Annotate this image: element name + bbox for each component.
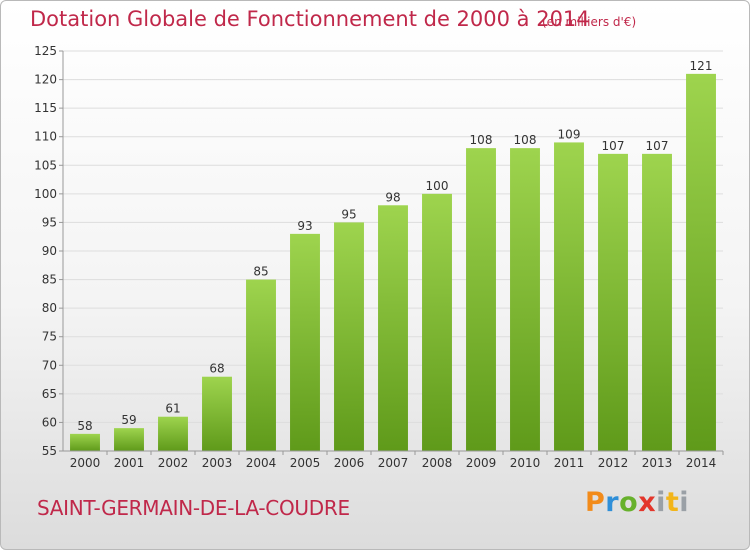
y-tick-label: 120 bbox=[34, 73, 57, 87]
x-tick-label: 2010 bbox=[510, 456, 541, 470]
x-tick-label: 2003 bbox=[202, 456, 233, 470]
bars: 58 59 61 68 85 93 95 98 100 108 108 109 107 107 121 bbox=[70, 59, 716, 451]
x-tick-label: 2009 bbox=[466, 456, 497, 470]
y-tick-label: 60 bbox=[42, 415, 57, 429]
logo-letter: x bbox=[638, 487, 657, 518]
y-axis: 55 60 65 70 75 80 85 90 95 100 105 110 115 120 125 bbox=[34, 44, 64, 458]
bar bbox=[686, 73, 716, 451]
bar-value-label: 107 bbox=[646, 139, 669, 153]
x-tick-label: 2002 bbox=[158, 456, 189, 470]
y-tick-label: 65 bbox=[42, 387, 57, 401]
bar-value-label: 85 bbox=[253, 265, 268, 279]
bar-value-label: 107 bbox=[602, 139, 625, 153]
logo-letter: o bbox=[619, 487, 639, 518]
bar-value-label: 108 bbox=[470, 133, 493, 147]
logo-letter: i bbox=[656, 487, 666, 518]
bar bbox=[510, 148, 540, 451]
bar bbox=[378, 205, 408, 451]
bar bbox=[158, 416, 188, 451]
bar bbox=[422, 193, 452, 451]
bar bbox=[466, 148, 496, 451]
y-tick-label: 55 bbox=[42, 444, 57, 458]
y-tick-label: 75 bbox=[42, 330, 57, 344]
x-tick-label: 2012 bbox=[598, 456, 629, 470]
bar bbox=[334, 222, 364, 451]
x-tick-label: 2000 bbox=[70, 456, 101, 470]
logo-letter: t bbox=[665, 487, 680, 518]
y-tick-label: 105 bbox=[34, 158, 57, 172]
bar-value-label: 93 bbox=[297, 219, 312, 233]
bar bbox=[246, 279, 276, 451]
bar-value-label: 61 bbox=[165, 402, 180, 416]
y-tick-label: 110 bbox=[34, 130, 57, 144]
x-tick-label: 2008 bbox=[422, 456, 453, 470]
bar bbox=[202, 376, 232, 451]
x-tick-label: 2004 bbox=[246, 456, 277, 470]
bar bbox=[598, 153, 628, 451]
bar-value-label: 108 bbox=[514, 133, 537, 147]
x-tick-label: 2014 bbox=[686, 456, 717, 470]
y-tick-label: 115 bbox=[34, 101, 57, 115]
bar bbox=[114, 428, 144, 451]
bar-value-label: 121 bbox=[690, 59, 713, 73]
y-tick-label: 125 bbox=[34, 44, 57, 58]
bar-value-label: 59 bbox=[121, 413, 136, 427]
y-tick-label: 70 bbox=[42, 358, 57, 372]
y-tick-label: 85 bbox=[42, 273, 57, 287]
bar bbox=[554, 142, 584, 451]
bar bbox=[642, 153, 672, 451]
bar-value-label: 95 bbox=[341, 207, 356, 221]
bar-value-label: 109 bbox=[558, 127, 581, 141]
x-tick-label: 2001 bbox=[114, 456, 145, 470]
proxiti-logo[interactable]: Proxiti bbox=[585, 487, 689, 518]
y-tick-label: 90 bbox=[42, 244, 57, 258]
chart-title: Dotation Globale de Fonctionnement de 20… bbox=[30, 7, 590, 31]
x-tick-label: 2011 bbox=[554, 456, 585, 470]
logo-letter: i bbox=[679, 487, 690, 518]
bar-value-label: 58 bbox=[77, 419, 92, 433]
y-tick-label: 80 bbox=[42, 301, 57, 315]
bar-value-label: 68 bbox=[209, 362, 224, 376]
x-axis: 2000 2001 2002 2003 2004 2005 2006 2007 2008 2009… bbox=[63, 450, 724, 470]
chart-unit: (en milliers d'€) bbox=[542, 15, 637, 29]
bar bbox=[290, 233, 320, 451]
x-tick-label: 2005 bbox=[290, 456, 321, 470]
bar-value-label: 98 bbox=[385, 190, 400, 204]
y-tick-label: 100 bbox=[34, 187, 57, 201]
x-tick-label: 2013 bbox=[642, 456, 673, 470]
commune-name: SAINT-GERMAIN-DE-LA-COUDRE bbox=[37, 496, 350, 520]
logo-letter: P bbox=[585, 487, 606, 518]
x-tick-label: 2007 bbox=[378, 456, 409, 470]
x-tick-label: 2006 bbox=[334, 456, 365, 470]
y-tick-label: 95 bbox=[42, 215, 57, 229]
logo-letter: r bbox=[605, 487, 620, 518]
bar-value-label: 100 bbox=[426, 179, 449, 193]
bar bbox=[70, 433, 100, 451]
